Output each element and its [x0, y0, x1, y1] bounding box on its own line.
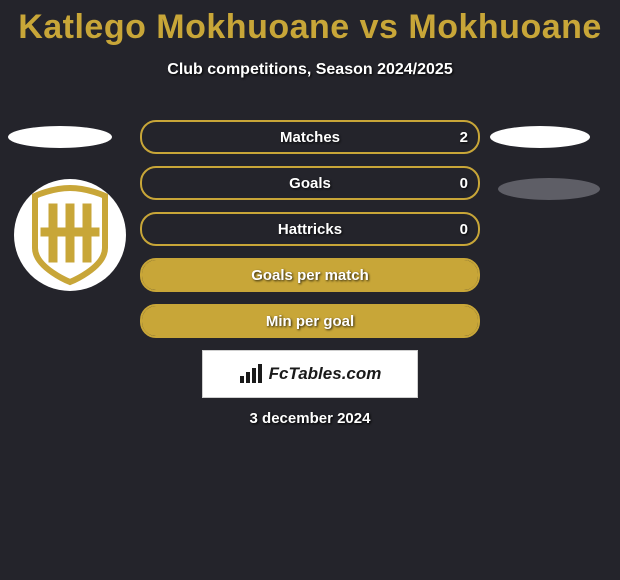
stat-label: Min per goal [142, 306, 478, 336]
side-ellipse [490, 126, 590, 148]
brand-box: FcTables.com [202, 350, 418, 398]
stat-label: Goals [142, 168, 478, 198]
date-text: 3 december 2024 [0, 410, 620, 427]
club-badge-icon [13, 178, 127, 292]
page-title: Katlego Mokhuoane vs Mokhuoane [0, 0, 620, 47]
stat-label: Hattricks [142, 214, 478, 244]
brand-text: FcTables.com [269, 364, 382, 384]
stat-row: Goals per match [140, 258, 480, 292]
stat-row: Min per goal [140, 304, 480, 338]
stat-value-right: 0 [460, 214, 468, 244]
stat-row: Hattricks0 [140, 212, 480, 246]
stat-label: Matches [142, 122, 478, 152]
subtitle: Club competitions, Season 2024/2025 [0, 61, 620, 79]
stat-value-right: 0 [460, 168, 468, 198]
stat-row: Goals0 [140, 166, 480, 200]
side-ellipse [8, 126, 112, 148]
stat-label: Goals per match [142, 260, 478, 290]
club-badge [13, 178, 127, 292]
bar-chart-icon [239, 364, 263, 384]
stat-row: Matches2 [140, 120, 480, 154]
stat-value-right: 2 [460, 122, 468, 152]
side-ellipse [498, 178, 600, 200]
stats-container: Matches2Goals0Hattricks0Goals per matchM… [140, 120, 480, 350]
